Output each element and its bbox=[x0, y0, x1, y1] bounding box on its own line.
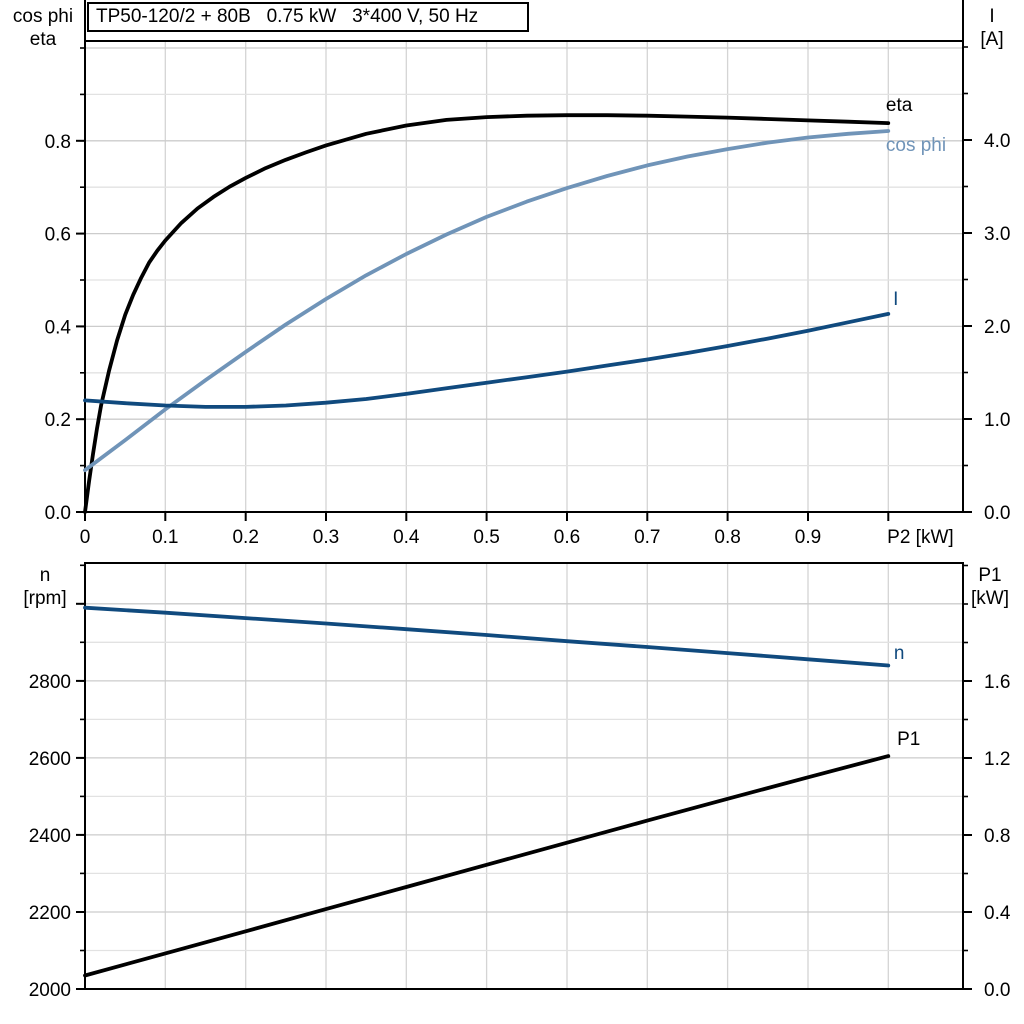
chart-title-box: TP50-120/2 + 80B 0.75 kW 3*400 V, 50 Hz bbox=[87, 2, 529, 32]
right-tick-label: 0.8 bbox=[984, 826, 1010, 847]
bottom-chart-left-axis-title: n [rpm] bbox=[8, 564, 82, 610]
x-tick-label: 0.8 bbox=[714, 527, 740, 548]
top-chart-left-axis-title: cos phi eta bbox=[6, 5, 80, 51]
x-tick-label: 0.2 bbox=[232, 527, 258, 548]
x-tick-label: 0.3 bbox=[313, 527, 339, 548]
x-tick-label: 0.6 bbox=[554, 527, 580, 548]
bottom-chart-ticks: 2000 2200 2400 2600 2800 0.0 0.4 0.8 1.2 1.6 bbox=[29, 564, 1011, 1001]
top-chart-gridlines bbox=[85, 41, 963, 512]
cos-phi-curve-label: cos phi bbox=[886, 135, 946, 156]
x-tick-label: 0.4 bbox=[393, 527, 420, 548]
n-curve bbox=[83, 605, 891, 668]
bottom-chart: 2000 2200 2400 2600 2800 0.0 0.4 0.8 1.2 1.6 n P1 bbox=[29, 562, 1011, 1001]
x-tick-label: 0.1 bbox=[152, 527, 178, 548]
axis-title-line: I bbox=[989, 6, 995, 27]
x-axis-unit-label: P2 [kW] bbox=[887, 527, 954, 548]
right-tick-label: 2.0 bbox=[984, 317, 1010, 338]
x-tick-label: 0.7 bbox=[634, 527, 660, 548]
axis-title-line: [kW] bbox=[971, 588, 1009, 609]
right-tick-label: 0.0 bbox=[984, 503, 1010, 524]
left-tick-label: 2600 bbox=[29, 749, 71, 770]
x-tick-label: 0.5 bbox=[473, 527, 499, 548]
right-tick-label: 0.4 bbox=[984, 903, 1011, 924]
right-tick-label: 1.2 bbox=[984, 749, 1010, 770]
axis-title-line: cos phi bbox=[12, 6, 74, 27]
left-tick-label: 0.8 bbox=[45, 132, 71, 153]
left-tick-label: 2000 bbox=[29, 980, 71, 1001]
left-tick-label: 0.0 bbox=[45, 503, 71, 524]
axis-title-line: [A] bbox=[980, 29, 1004, 50]
axis-title-line: eta bbox=[29, 29, 57, 50]
left-tick-label: 0.2 bbox=[45, 410, 71, 431]
bottom-chart-frame bbox=[84, 562, 964, 990]
n-curve-label: n bbox=[894, 643, 905, 664]
axis-title-line: n bbox=[39, 565, 51, 586]
right-tick-label: 1.0 bbox=[984, 410, 1010, 431]
I-curve bbox=[83, 312, 891, 409]
P1-curve-label: P1 bbox=[897, 729, 920, 750]
left-tick-label: 2200 bbox=[29, 903, 71, 924]
top-chart: 0 0.1 0.2 0.3 0.4 0.5 0.6 0.7 0.8 0.9 P2 [kW] 0.0 0.… bbox=[45, 0, 1010, 548]
I-curve-label: I bbox=[893, 289, 898, 310]
bottom-chart-right-axis-title: P1 [kW] bbox=[960, 564, 1020, 610]
right-tick-label: 3.0 bbox=[984, 224, 1010, 245]
P1-curve bbox=[83, 754, 891, 978]
cos-phi-curve bbox=[83, 129, 891, 473]
axis-title-line: [rpm] bbox=[23, 588, 67, 609]
top-chart-right-axis-title: I [A] bbox=[964, 5, 1020, 51]
left-tick-label: 2400 bbox=[29, 826, 71, 847]
left-tick-label: 2800 bbox=[29, 672, 71, 693]
x-tick-label: 0 bbox=[80, 527, 91, 548]
left-tick-label: 0.6 bbox=[45, 225, 71, 246]
top-chart-ticks: 0 0.1 0.2 0.3 0.4 0.5 0.6 0.7 0.8 0.9 P2 [kW] 0.0 0.… bbox=[45, 46, 1010, 548]
right-tick-label: 1.6 bbox=[984, 672, 1010, 693]
eta-curve bbox=[83, 113, 891, 514]
right-tick-label: 4.0 bbox=[984, 131, 1010, 152]
axis-title-line: P1 bbox=[978, 565, 1002, 586]
eta-curve-label: eta bbox=[886, 95, 913, 116]
bottom-chart-gridlines bbox=[85, 563, 963, 989]
x-tick-label: 0.9 bbox=[795, 527, 821, 548]
top-chart-frame bbox=[84, 40, 964, 513]
right-tick-label: 0.0 bbox=[984, 980, 1010, 1001]
left-tick-label: 0.4 bbox=[45, 317, 72, 338]
